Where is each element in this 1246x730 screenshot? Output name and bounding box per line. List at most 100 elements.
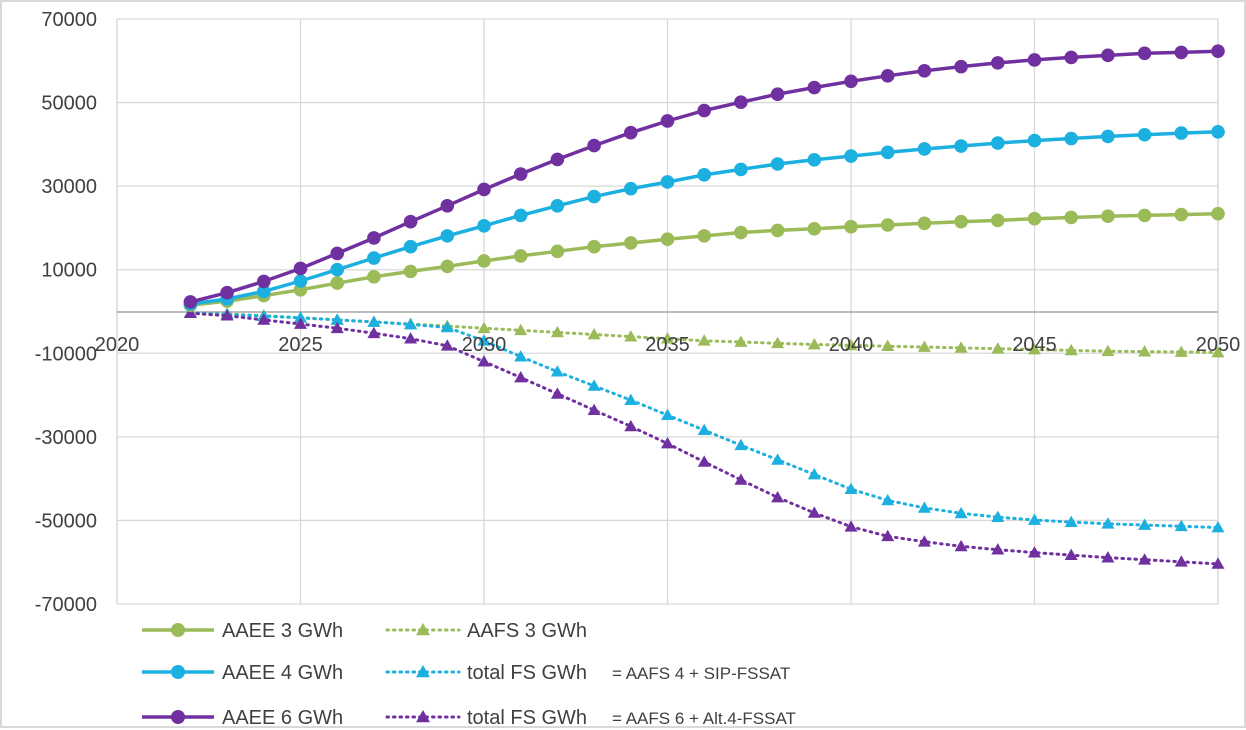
y-tick-label: -10000 <box>35 343 97 365</box>
data-point <box>734 335 748 347</box>
data-point <box>477 321 491 334</box>
data-point <box>1064 343 1078 356</box>
data-point <box>440 339 454 351</box>
data-point <box>294 317 307 329</box>
data-point <box>477 182 491 197</box>
data-point <box>1027 211 1042 226</box>
data-point <box>1101 209 1115 224</box>
data-point <box>1101 551 1115 563</box>
data-point <box>844 74 858 89</box>
y-tick-label: -50000 <box>35 510 97 532</box>
data-point <box>1211 206 1225 221</box>
data-point <box>257 313 271 325</box>
data-point <box>477 334 491 346</box>
data-point <box>1138 553 1152 565</box>
data-point <box>624 330 638 342</box>
data-point <box>844 338 858 351</box>
data-point <box>881 339 895 352</box>
data-point <box>807 506 821 518</box>
data-point <box>550 244 565 259</box>
data-point <box>880 218 895 232</box>
legend-label: AAEE 3 GWh <box>222 620 343 642</box>
data-point <box>367 315 381 327</box>
data-point <box>697 334 711 346</box>
data-point <box>1028 546 1041 558</box>
data-point <box>734 225 748 240</box>
data-point <box>404 317 418 330</box>
data-point <box>1211 521 1225 533</box>
data-point <box>403 264 418 279</box>
data-point <box>661 437 674 449</box>
x-tick-label: 2025 <box>278 334 323 356</box>
data-point <box>1137 46 1152 61</box>
y-tick-label: 10000 <box>41 260 97 282</box>
data-point <box>770 223 785 238</box>
data-point <box>1101 48 1115 63</box>
legend-marker <box>416 710 430 723</box>
data-point <box>734 473 748 485</box>
legend-label: total FS GWh <box>467 662 587 684</box>
data-point <box>624 393 638 405</box>
data-point <box>844 149 858 163</box>
data-point <box>661 332 674 344</box>
data-point <box>440 198 455 213</box>
data-point <box>697 168 711 182</box>
legend-entry: total FS GWh = AAFS 4 + SIP-FSSAT <box>385 662 790 684</box>
data-point <box>917 216 932 231</box>
x-tick-label: 2050 <box>1196 334 1241 356</box>
data-point <box>771 336 785 349</box>
legend-entry: total FS GWh = AAFS 6 + Alt.4-FSSAT <box>385 707 796 729</box>
data-point <box>661 408 674 421</box>
data-point <box>477 219 491 233</box>
data-point <box>660 114 675 128</box>
data-point <box>1064 210 1078 225</box>
data-point <box>330 276 345 290</box>
data-point <box>220 309 234 321</box>
data-point <box>367 270 381 284</box>
legend-entry: AAEE 4 GWh <box>142 662 343 684</box>
data-point <box>1064 131 1078 146</box>
tick-labels: 70000 50000 30000 10000 -10000 -30000 -50000 -7… <box>35 9 1241 616</box>
series-layer <box>183 44 1225 569</box>
data-point <box>330 262 345 277</box>
data-point <box>220 285 234 300</box>
data-point <box>917 501 931 513</box>
data-point <box>477 254 491 268</box>
data-point <box>660 175 675 189</box>
data-point <box>330 313 344 325</box>
data-point <box>1027 133 1042 148</box>
data-point <box>1101 129 1115 144</box>
data-point <box>587 327 601 340</box>
data-point <box>183 295 198 309</box>
data-point <box>513 208 528 223</box>
data-point <box>807 153 822 167</box>
series-2 <box>183 44 1225 309</box>
data-point <box>1174 555 1188 567</box>
legend: AAEE 3 GWh AAFS 3 GWh AAEE 4 GWh total FS G… <box>142 620 796 729</box>
data-point <box>587 189 601 204</box>
x-tick-label: 2040 <box>829 334 874 356</box>
data-point <box>587 138 601 153</box>
data-point <box>367 231 381 245</box>
data-point <box>1064 50 1078 65</box>
data-point <box>624 181 638 196</box>
data-point <box>1138 518 1152 530</box>
data-point <box>1101 344 1115 357</box>
data-point <box>880 69 895 83</box>
data-point <box>954 139 968 153</box>
y-tick-label: 50000 <box>41 93 97 115</box>
data-point <box>367 326 381 339</box>
data-point <box>294 311 307 323</box>
data-point <box>807 80 822 95</box>
data-point <box>404 332 418 344</box>
data-point <box>991 213 1005 228</box>
data-point <box>844 482 858 494</box>
legend-marker <box>171 623 185 637</box>
data-point <box>330 321 344 334</box>
series-5 <box>183 306 1225 569</box>
data-point <box>550 387 564 399</box>
data-point <box>770 157 785 171</box>
data-point <box>587 403 601 415</box>
